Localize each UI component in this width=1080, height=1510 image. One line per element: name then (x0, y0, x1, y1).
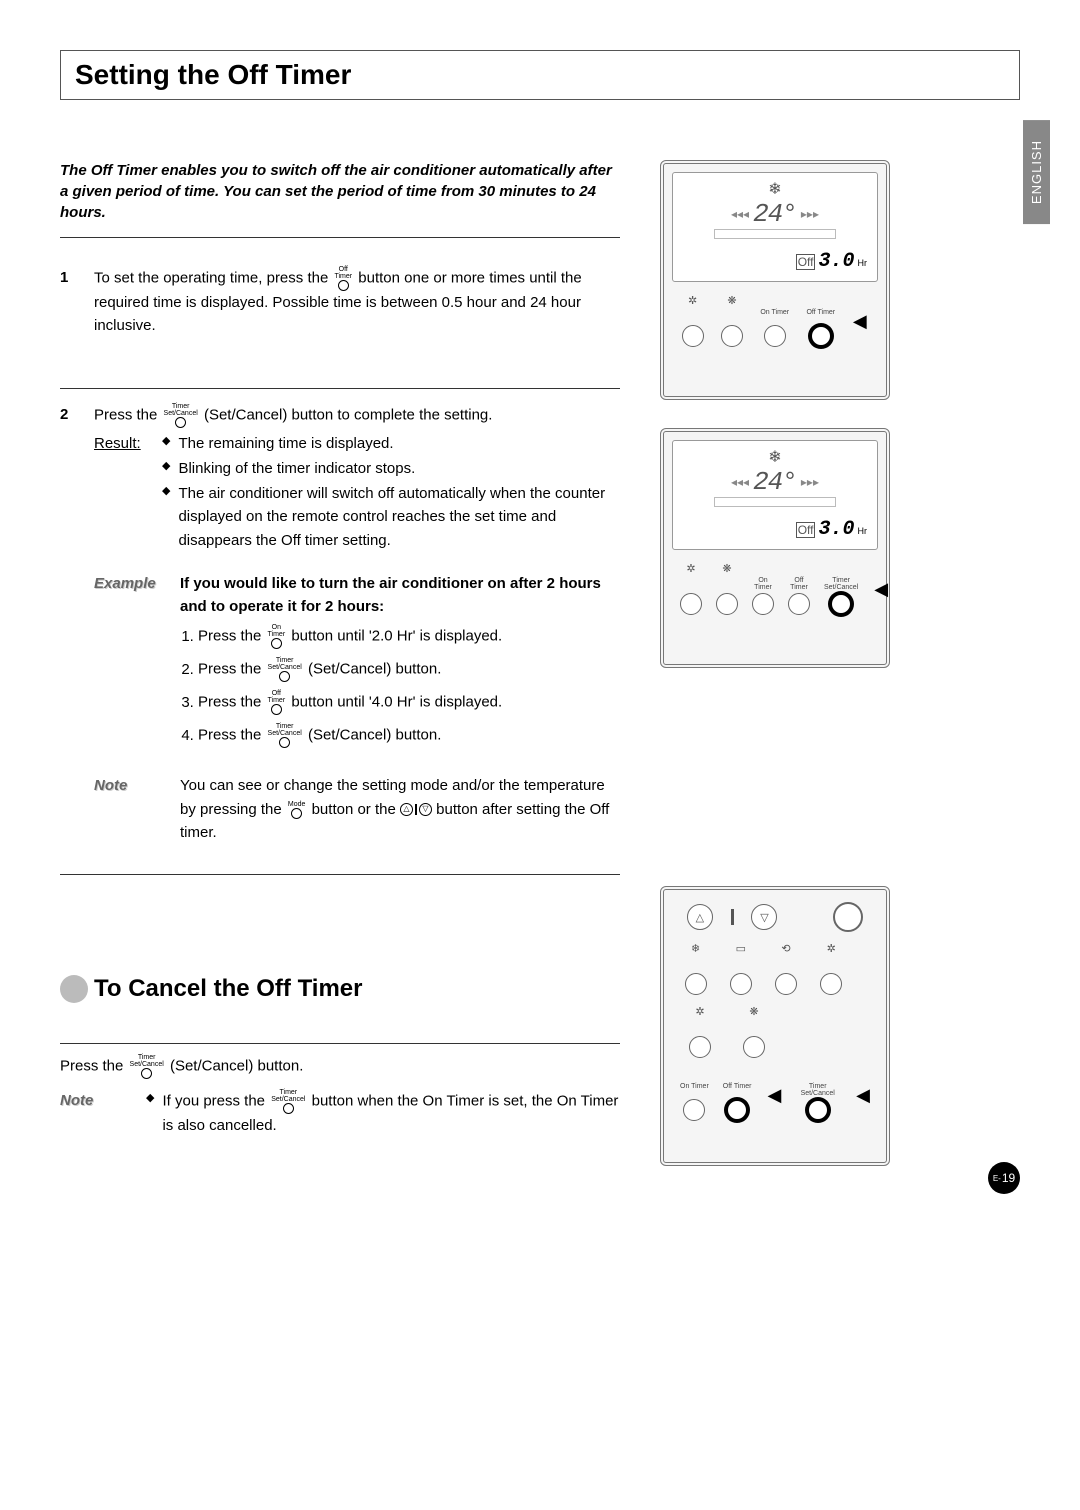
remote-button: On Timer (680, 1070, 709, 1121)
example-step-3: Press the Off Timer button until '4.0 Hr… (198, 690, 620, 715)
highlight-arrow-icon: ◀ (853, 311, 870, 332)
timer-value: 3.0 (818, 250, 854, 273)
remote-button: ❋ (734, 1007, 774, 1058)
result-bullet-3: The air conditioner will switch off auto… (178, 482, 620, 552)
timer-value: 3.0 (818, 518, 854, 541)
divider (60, 388, 620, 389)
off-timer-icon: Off Timer (268, 690, 286, 715)
set-cancel-icon: Timer Set/Cancel (130, 1054, 164, 1079)
down-button-icon: ▽ (751, 904, 777, 930)
note-2-block: Note If you press the Timer Set/Cancel (60, 1089, 620, 1137)
language-tab: ENGLISH (1023, 120, 1050, 224)
example-step-4: Press the Timer Set/Cancel (Set/Cancel) … (198, 723, 620, 748)
remote-button: Off Timer (788, 564, 810, 615)
step-1: 1 To set the operating time, press the O… (60, 266, 620, 348)
result-bullets: The remaining time is displayed. Blinkin… (162, 432, 620, 554)
example-heading: If you would like to turn the air condit… (180, 572, 620, 619)
page-number-badge: E-19 (988, 1162, 1020, 1194)
remote-button: ❄ (680, 944, 711, 995)
remote-illustration-1: ❄ ◂◂◂ 24° ▸▸▸ Off 3.0 Hr ✲ ❋ On Timer Off T… (660, 160, 890, 400)
remote-illustration-2: ❄ ◂◂◂ 24° ▸▸▸ Off 3.0 Hr ✲ ❋ On Timer Off T… (660, 428, 890, 668)
up-button-icon: △ (687, 904, 713, 930)
snowflake-icon: ❄ (768, 447, 781, 467)
remote-button: ✲ (680, 296, 705, 347)
remote-1-button-grid: ✲ ❋ On Timer Off Timer ◀ (672, 292, 878, 351)
lcd-display: ❄ ◂◂◂ 24° ▸▸▸ Off 3.0 Hr (672, 172, 878, 282)
remote-illustration-3: △ ▽ ❄ ▭ ⟲ ✲ ✲ ❋ On Timer Off Timer ◀ Timer Set/Ca… (660, 886, 890, 1166)
title-box: Setting the Off Timer (60, 50, 1020, 100)
page-number: 19 (1002, 1171, 1015, 1185)
up-down-icon: △▽ (400, 803, 432, 816)
step-2-after: (Set/Cancel) button to complete the sett… (204, 406, 493, 423)
note-label: Note (94, 774, 166, 844)
intro-text: The Off Timer enables you to switch off … (60, 160, 620, 238)
page-prefix: E- (993, 1174, 1001, 1183)
note-2-before: If you press the (162, 1092, 269, 1109)
note-mid: button or the (312, 801, 400, 818)
result-label: Result: (94, 432, 148, 554)
step-2-before: Press the (94, 406, 162, 423)
remote-button: Off Timer (805, 296, 837, 347)
remote-button: Timer Set/Cancel (795, 1070, 840, 1121)
page-title: Setting the Off Timer (75, 59, 1005, 91)
set-cancel-icon: Timer Set/Cancel (271, 1089, 305, 1114)
off-indicator-icon: Off (796, 254, 816, 270)
divider (60, 1043, 620, 1044)
right-arrows-icon: ▸▸▸ (801, 475, 819, 489)
remote-button: ▭ (725, 944, 756, 995)
bullet-icon (60, 975, 88, 1003)
subtitle-row: To Cancel the Off Timer (60, 975, 620, 1003)
step-2: 2 Press the Timer Set/Cancel (Set/Cancel… (60, 403, 620, 855)
remote-top-controls: △ ▽ (672, 898, 878, 940)
step-2-number: 2 (60, 403, 78, 845)
remote-3-button-rows: ❄ ▭ ⟲ ✲ ✲ ❋ On Timer Off Timer ◀ Timer Set/Cancel… (672, 940, 878, 1125)
section-divider (60, 874, 620, 875)
snowflake-icon: ❄ (768, 179, 781, 199)
left-arrows-icon: ◂◂◂ (731, 207, 749, 221)
remote-button: Timer Set/Cancel (824, 564, 858, 615)
remote-button: ✲ (816, 944, 847, 995)
example-step-1: Press the On Timer button until '2.0 Hr'… (198, 624, 620, 649)
set-cancel-icon: Timer Set/Cancel (268, 657, 302, 682)
power-button-icon (833, 902, 863, 932)
step-1-number: 1 (60, 266, 78, 338)
temperature-value: 24° (753, 199, 797, 229)
remote-button: ❋ (719, 296, 744, 347)
set-cancel-icon: Timer Set/Cancel (164, 403, 198, 428)
remote-2-button-grid: ✲❋On TimerOff TimerTimer Set/Cancel◀ (672, 560, 878, 619)
on-timer-icon: On Timer (268, 624, 286, 649)
note-2-label: Note (60, 1089, 132, 1137)
example-step-2: Press the Timer Set/Cancel (Set/Cancel) … (198, 657, 620, 682)
set-cancel-icon: Timer Set/Cancel (268, 723, 302, 748)
cancel-instruction: Press the Timer Set/Cancel (Set/Cancel) … (60, 1054, 620, 1079)
left-arrows-icon: ◂◂◂ (731, 475, 749, 489)
note-block: Note You can see or change the setting m… (94, 774, 620, 844)
hr-label: Hr (858, 526, 868, 536)
remote-button: ⟲ (770, 944, 801, 995)
right-arrows-icon: ▸▸▸ (801, 207, 819, 221)
thermometer-icon (731, 909, 734, 925)
result-bullet-2: Blinking of the timer indicator stops. (178, 457, 415, 480)
remote-button: On Timer (752, 564, 774, 615)
subtitle: To Cancel the Off Timer (94, 975, 363, 1003)
step-1-before: To set the operating time, press the (94, 269, 332, 286)
off-timer-icon: Off Timer (334, 266, 352, 291)
hr-label: Hr (858, 258, 868, 268)
highlight-arrow-icon: ◀ (767, 1085, 781, 1106)
lcd-display: ❄ ◂◂◂ 24° ▸▸▸ Off 3.0 Hr (672, 440, 878, 550)
example-label: Example (94, 572, 166, 757)
example-block: Example If you would like to turn the ai… (94, 572, 620, 757)
mode-icon: Mode (288, 801, 306, 819)
off-indicator-icon: Off (796, 522, 816, 538)
highlight-arrow-icon: ◀ (856, 1085, 870, 1106)
highlight-arrow-icon: ◀ (874, 579, 888, 600)
temperature-value: 24° (753, 467, 797, 497)
result-bullet-1: The remaining time is displayed. (178, 432, 393, 455)
remote-button: ❋ (716, 564, 738, 615)
remote-button: Off Timer (723, 1070, 752, 1121)
remote-button: On Timer (759, 296, 791, 347)
remote-button: ✲ (680, 564, 702, 615)
remote-button: ✲ (680, 1007, 720, 1058)
